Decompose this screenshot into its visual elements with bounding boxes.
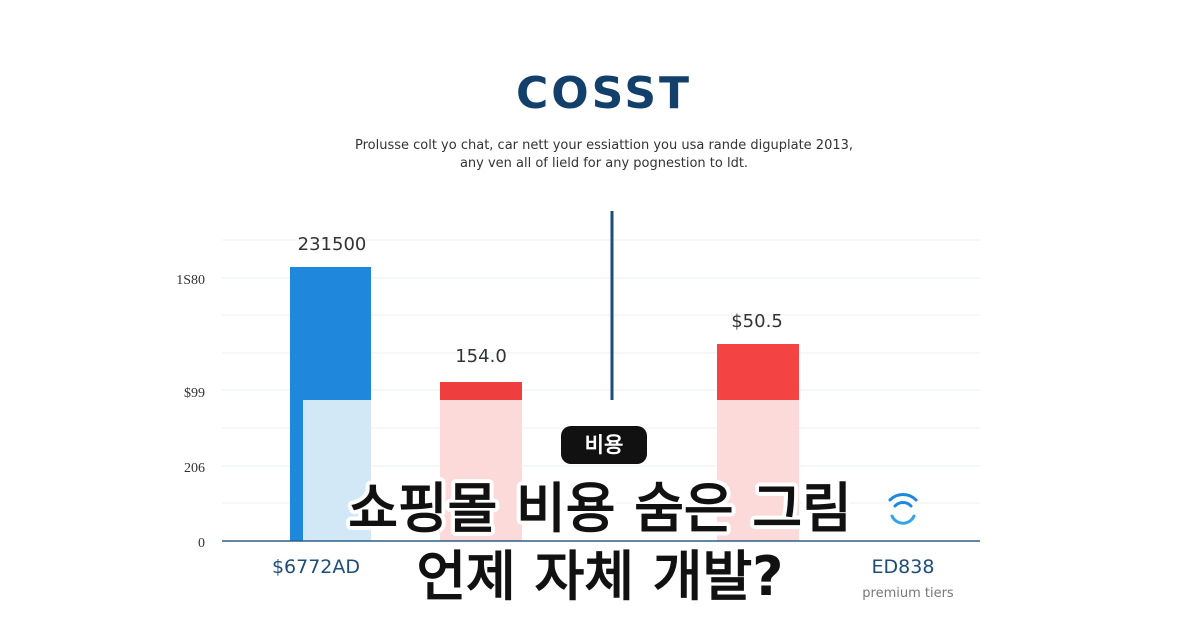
badge-text: 비용: [585, 433, 624, 457]
chart-title: COSST: [516, 68, 692, 119]
icon: [888, 493, 918, 525]
bar: [440, 382, 522, 400]
badge: [561, 426, 647, 464]
category-label: ED838: [872, 556, 935, 578]
axis-label: $99: [184, 386, 205, 401]
headline: 쇼핑몰 비용 숨은 그림: [348, 477, 852, 540]
category-note: premium tiers: [862, 586, 954, 601]
subtitle: Prolusse colt yo chat, car nett your ess…: [355, 138, 853, 153]
category-label: $6772AD: [272, 556, 360, 578]
bar-label: $50.5: [731, 311, 783, 332]
bar-label: 231500: [298, 234, 367, 255]
bar: [717, 344, 799, 400]
bar-lower: [303, 400, 371, 541]
subtitle: any ven all of lield for any pognestion …: [460, 156, 748, 171]
axis-label: 0: [198, 536, 205, 551]
axis-label: 1S80: [176, 273, 205, 288]
bar-lower: [717, 400, 799, 541]
axis-label: 206: [184, 461, 205, 476]
bar-label: 154.0: [455, 346, 507, 367]
bar-lower: [440, 400, 522, 541]
headline: 언제 자체 개발?: [416, 545, 783, 608]
